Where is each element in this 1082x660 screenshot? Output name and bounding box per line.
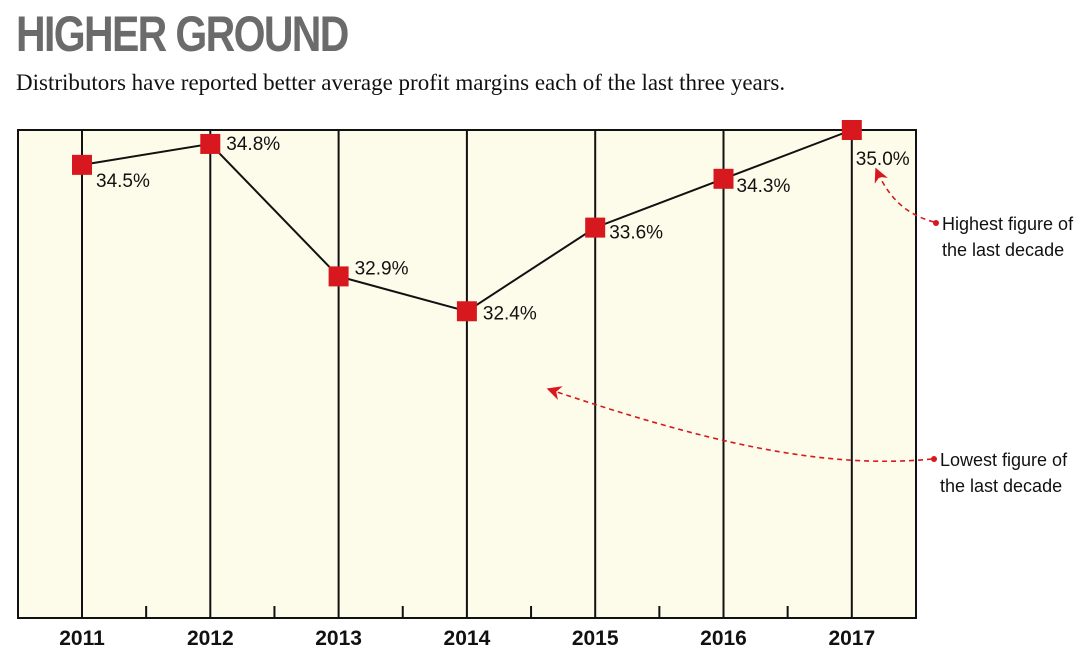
data-point-2015 bbox=[585, 217, 606, 238]
gridlines bbox=[81, 130, 853, 618]
annotation-highest-line-1: Highest figure of bbox=[942, 214, 1074, 234]
data-point-2013 bbox=[328, 266, 349, 287]
data-label-2013: 32.9% bbox=[355, 258, 409, 279]
annotation-lowest-line-2: the last decade bbox=[940, 476, 1062, 496]
data-point-2017 bbox=[841, 120, 862, 140]
x-tick-label: 2016 bbox=[700, 627, 747, 650]
data-label-2017: 35.0% bbox=[856, 149, 910, 170]
data-label-2014: 32.4% bbox=[483, 303, 537, 324]
annotation-lowest-dot bbox=[931, 456, 937, 462]
data-label-2012: 34.8% bbox=[226, 134, 280, 155]
annotation-lowest-line-1: Lowest figure of bbox=[940, 450, 1068, 470]
chart-subtitle: Distributors have reported better averag… bbox=[16, 70, 786, 95]
x-axis-minor-ticks bbox=[145, 606, 789, 618]
annotation-highest-line-2: the last decade bbox=[942, 240, 1064, 260]
data-point-2014 bbox=[456, 301, 477, 322]
chart-title: HIGHER GROUND bbox=[16, 6, 349, 62]
x-tick-label: 2014 bbox=[444, 627, 491, 650]
x-tick-label: 2011 bbox=[59, 627, 105, 650]
data-point-2011 bbox=[72, 154, 92, 175]
x-axis-labels: 2011 2012 2013 2014 2015 2016 2017 bbox=[59, 627, 875, 650]
data-label-2016: 34.3% bbox=[737, 176, 791, 197]
data-labels: 34.5% 34.8% 32.9% 32.4% 33.6% 34.3% 35.0% bbox=[96, 134, 910, 324]
annotation-lowest: Lowest figure of the last decade bbox=[546, 386, 1068, 496]
data-point-2012 bbox=[200, 133, 221, 154]
annotation-highest: Highest figure of the last decade bbox=[874, 167, 1074, 260]
x-tick-label: 2013 bbox=[315, 627, 362, 650]
data-label-2011: 34.5% bbox=[96, 171, 150, 192]
data-markers bbox=[72, 120, 862, 322]
data-point-2016 bbox=[713, 168, 734, 189]
x-tick-label: 2012 bbox=[187, 627, 234, 650]
x-tick-label: 2015 bbox=[572, 627, 619, 650]
data-label-2015: 33.6% bbox=[609, 223, 663, 244]
annotation-lowest-arrow bbox=[546, 386, 933, 463]
annotation-highest-arrow bbox=[874, 167, 935, 223]
annotation-highest-dot bbox=[933, 220, 939, 226]
x-tick-label: 2017 bbox=[828, 627, 875, 650]
